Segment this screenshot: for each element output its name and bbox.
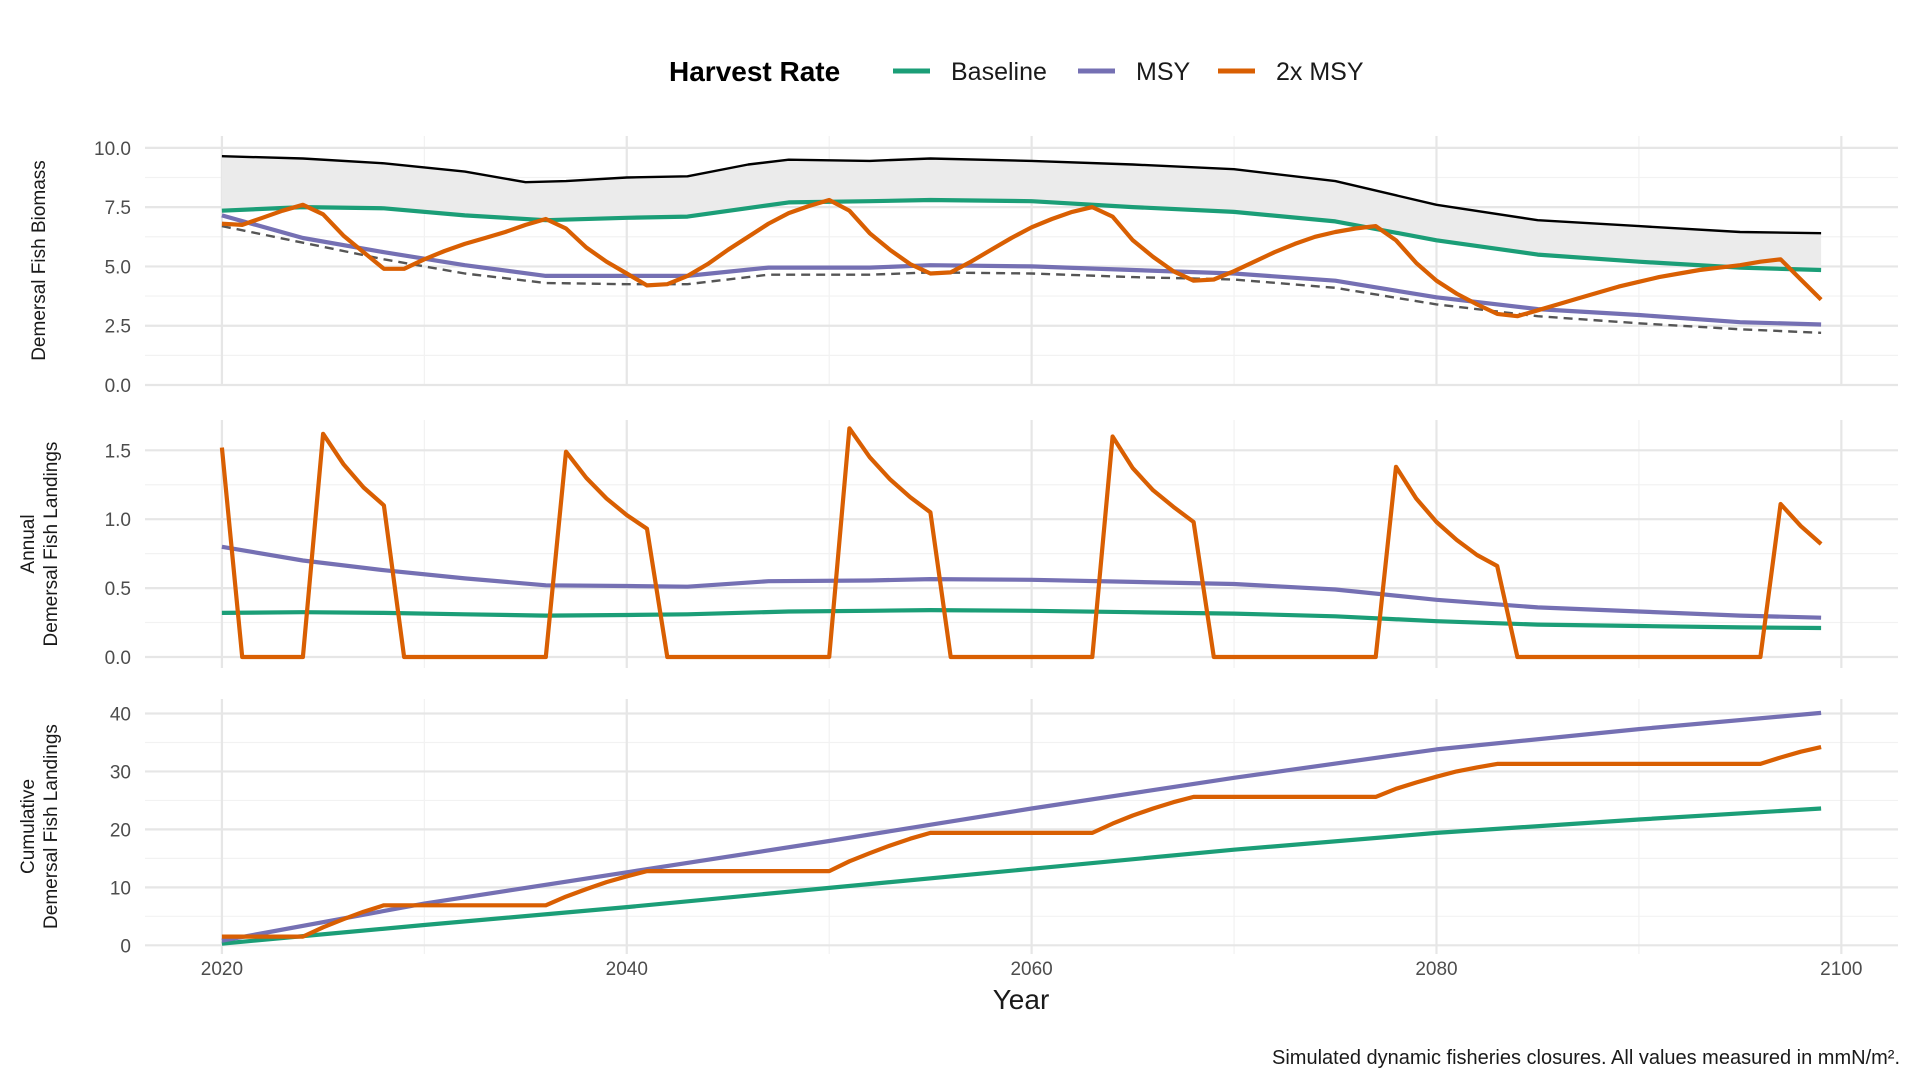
y-tick-label: 20: [110, 820, 131, 841]
x-tick-label: 2020: [201, 959, 243, 980]
y-tick-label: 10.0: [94, 139, 131, 160]
x-tick-label: 2080: [1415, 959, 1457, 980]
legend: Harvest Rate Baseline MSY 2x MSY: [669, 56, 1364, 87]
y-tick-label: 40: [110, 704, 131, 725]
x-tick-label: 2100: [1820, 959, 1862, 980]
reference-upper-line: [221, 155, 1822, 235]
series-line-baseline: [221, 806, 1822, 946]
panel-top: 0.0 2.5 5.0 7.5 10.0 Demersal Fish Biomass: [29, 136, 1898, 397]
series-line-2x-msy: [221, 197, 1823, 319]
y-axis: 0.0 2.5 5.0 7.5 10.0: [94, 139, 131, 397]
legend-label: 2x MSY: [1276, 58, 1364, 86]
legend-label: MSY: [1136, 58, 1191, 86]
y-axis-title: Cumulative: [18, 779, 39, 874]
y-axis: 0 10 20 30 40: [110, 704, 131, 957]
x-axis-title: Year: [993, 984, 1050, 1015]
grid: [145, 420, 1898, 668]
series-line-2x-msy: [221, 745, 1822, 939]
y-axis: 0.0 0.5 1.0 1.5: [105, 441, 131, 669]
legend-label: Baseline: [951, 58, 1047, 86]
y-tick-label: 0: [120, 936, 131, 957]
legend-items: Baseline MSY 2x MSY: [893, 58, 1364, 86]
series-line-baseline: [221, 197, 1822, 273]
x-axis: 2020 2040 2060 2080 2100: [201, 959, 1863, 980]
panel-bottom: 0 10 20 30 40 Cumulative Demersal Fish Landing…: [18, 699, 1898, 980]
legend-title: Harvest Rate: [669, 56, 840, 87]
y-tick-label: 0.0: [105, 376, 131, 397]
series-line-msy: [221, 710, 1822, 943]
x-tick-label: 2040: [606, 959, 648, 980]
caption: Simulated dynamic fisheries closures. Al…: [1272, 1047, 1900, 1069]
panel-middle: 0.0 0.5 1.0 1.5 Annual Demersal Fish Landings: [18, 420, 1898, 669]
legend-item-baseline: Baseline: [893, 58, 1047, 86]
y-tick-label: 0.0: [105, 648, 131, 669]
y-tick-label: 10: [110, 878, 131, 899]
reference-lower-dashed-line: [221, 224, 1822, 334]
x-tick-label: 2060: [1010, 959, 1052, 980]
y-tick-label: 5.0: [105, 257, 131, 278]
series-line-baseline: [221, 608, 1822, 631]
legend-item-msy: MSY: [1078, 58, 1191, 86]
series-line-msy: [221, 544, 1822, 620]
legend-item-2x-msy: 2x MSY: [1218, 58, 1364, 86]
y-tick-label: 1.0: [105, 510, 131, 531]
y-axis-title: Demersal Fish Biomass: [29, 160, 50, 361]
y-tick-label: 2.5: [105, 317, 131, 338]
grid: [145, 699, 1898, 954]
y-tick-label: 0.5: [105, 579, 131, 600]
y-tick-label: 30: [110, 762, 131, 783]
series-line-2x-msy: [219, 426, 1823, 660]
y-tick-label: 7.5: [105, 198, 131, 219]
y-tick-label: 1.5: [105, 441, 131, 462]
range-band: [221, 156, 1822, 270]
y-axis-title: Demersal Fish Landings: [41, 724, 62, 929]
y-axis-title: Demersal Fish Landings: [41, 442, 62, 647]
y-axis-title: Annual: [18, 514, 39, 573]
